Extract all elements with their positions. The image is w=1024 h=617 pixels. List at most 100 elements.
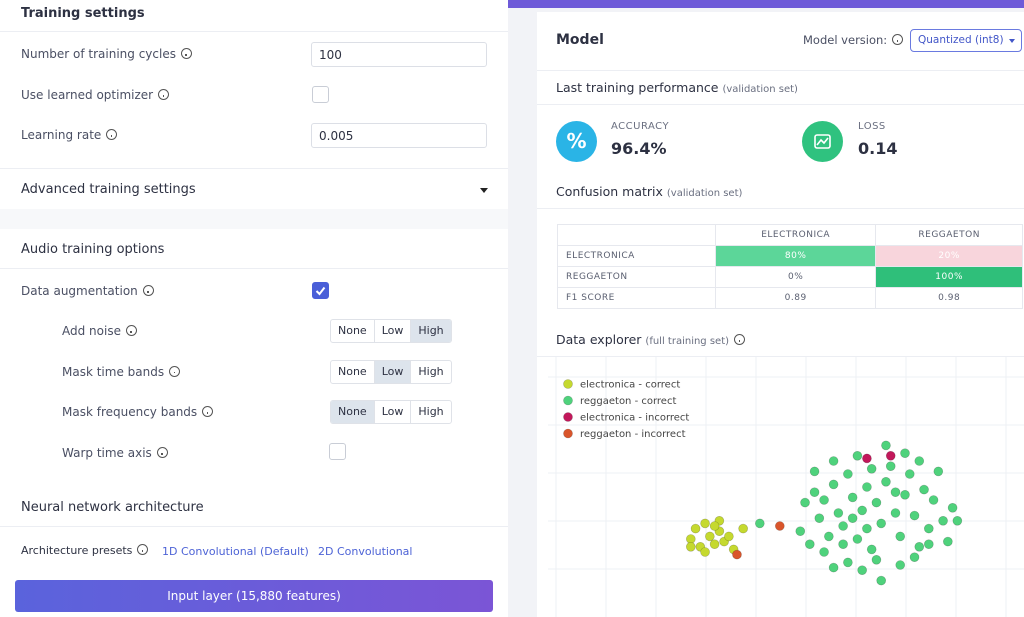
data-point <box>876 575 887 586</box>
data-point <box>900 448 910 458</box>
data-point <box>800 497 810 508</box>
checkbox[interactable] <box>329 443 346 460</box>
data-point <box>755 518 765 529</box>
subtitle: (validation set) <box>666 188 743 199</box>
spacer <box>0 209 508 229</box>
data-point <box>881 477 891 487</box>
legend-marker <box>563 412 573 422</box>
legend-label: electronica - correct <box>580 380 680 391</box>
data-point <box>857 565 867 575</box>
label-text: Warp time axis <box>62 446 152 460</box>
segment[interactable]: High <box>410 320 451 342</box>
setting-label: Architecture presets <box>21 544 149 557</box>
text-input[interactable]: 100 <box>311 42 487 67</box>
section-title: Confusion matrix (validation set) <box>556 184 742 199</box>
cell: 80% <box>714 245 877 267</box>
checkmark <box>315 286 326 296</box>
label-text: Data augmentation <box>21 284 138 298</box>
data-point <box>828 479 839 490</box>
data-point <box>732 549 742 560</box>
loss-icon <box>802 121 843 162</box>
data-point <box>876 518 887 529</box>
version-dropdown[interactable]: Quantized (int8) <box>910 29 1022 52</box>
label-text: Mask frequency bands <box>62 405 198 419</box>
segment[interactable]: None <box>338 364 367 378</box>
section-title: Data explorer (full training set) <box>556 332 746 347</box>
segment[interactable]: None <box>338 324 367 337</box>
setting-label: Warp time axis <box>62 446 168 460</box>
segment[interactable]: None <box>331 401 374 423</box>
legend-label: reggaeton - incorrect <box>580 429 686 440</box>
setting-label: Learning rate <box>21 128 118 142</box>
input-layer-button[interactable]: Input layer (15,880 features) <box>15 580 493 612</box>
data-point <box>952 516 963 526</box>
data-point <box>885 461 896 471</box>
data-point <box>862 482 872 492</box>
legend-marker <box>563 379 573 389</box>
data-point <box>809 487 820 497</box>
data-point <box>947 503 958 513</box>
preset-link[interactable]: 2D Convolutional <box>318 545 413 558</box>
legend-label: reggaeton - correct <box>580 396 676 407</box>
section-title: Neural network architecture <box>21 500 204 515</box>
data-point <box>847 492 858 503</box>
data-point <box>866 464 877 474</box>
help-icon <box>125 325 137 336</box>
segmented-control: None Low High <box>330 400 452 424</box>
data-point <box>923 539 934 549</box>
checkbox[interactable] <box>312 282 329 299</box>
data-point <box>862 523 872 534</box>
data-point <box>881 440 891 451</box>
cell: 0% <box>714 266 877 288</box>
segment[interactable]: Low <box>373 360 411 383</box>
setting-label: Mask time bands <box>62 364 181 379</box>
checkbox[interactable] <box>312 86 329 103</box>
segment[interactable]: High <box>410 360 450 383</box>
title-text: Confusion matrix <box>556 184 663 199</box>
data-point <box>709 521 720 531</box>
data-point <box>871 497 882 508</box>
setting-label: Data augmentation <box>21 284 154 298</box>
legend-marker <box>563 395 573 406</box>
data-point <box>904 469 915 479</box>
data-point <box>705 531 715 542</box>
text-input[interactable]: 0.005 <box>311 123 487 148</box>
segment[interactable]: Low <box>373 320 411 342</box>
segment[interactable]: High <box>410 401 450 423</box>
accuracy-icon: % <box>556 121 597 162</box>
metric-label: LOSS <box>858 121 886 132</box>
data-point <box>819 495 829 505</box>
preset-link[interactable]: 1D Convolutional (Default) <box>162 545 309 558</box>
collapsible-header[interactable]: Advanced training settings <box>21 182 196 197</box>
setting-label: Use learned optimizer <box>21 88 170 102</box>
data-point <box>909 552 920 562</box>
data-point <box>838 521 848 531</box>
data-point <box>847 513 858 523</box>
data-point <box>824 531 834 542</box>
scatter-plot: electronica - correct reggaeton - correct… <box>548 357 1024 617</box>
data-point <box>933 466 944 477</box>
label-text: Model version: <box>803 33 888 47</box>
segment[interactable]: Low <box>373 401 411 423</box>
legend-label: electronica - incorrect <box>580 413 689 424</box>
segmented-control: None Low High <box>330 359 452 384</box>
column-header: ELECTRONICA <box>714 224 877 246</box>
top-bar <box>508 0 1024 8</box>
setting-label: Mask frequency bands <box>62 405 214 419</box>
data-point <box>938 516 948 526</box>
data-point <box>914 542 925 552</box>
data-point <box>700 518 710 529</box>
card-title: Model <box>556 32 604 48</box>
metric-value: 0.14 <box>858 139 898 158</box>
version-label: Model version: <box>803 33 904 47</box>
legend-marker <box>563 428 573 439</box>
data-point <box>852 451 863 461</box>
label-text: Mask time bands <box>62 364 165 379</box>
data-point <box>795 526 806 536</box>
segmented-control: None Low High <box>330 319 452 343</box>
section-title: Audio training options <box>21 242 165 257</box>
data-point <box>724 531 734 542</box>
title-text: Data explorer <box>556 332 642 347</box>
data-point <box>909 510 920 521</box>
